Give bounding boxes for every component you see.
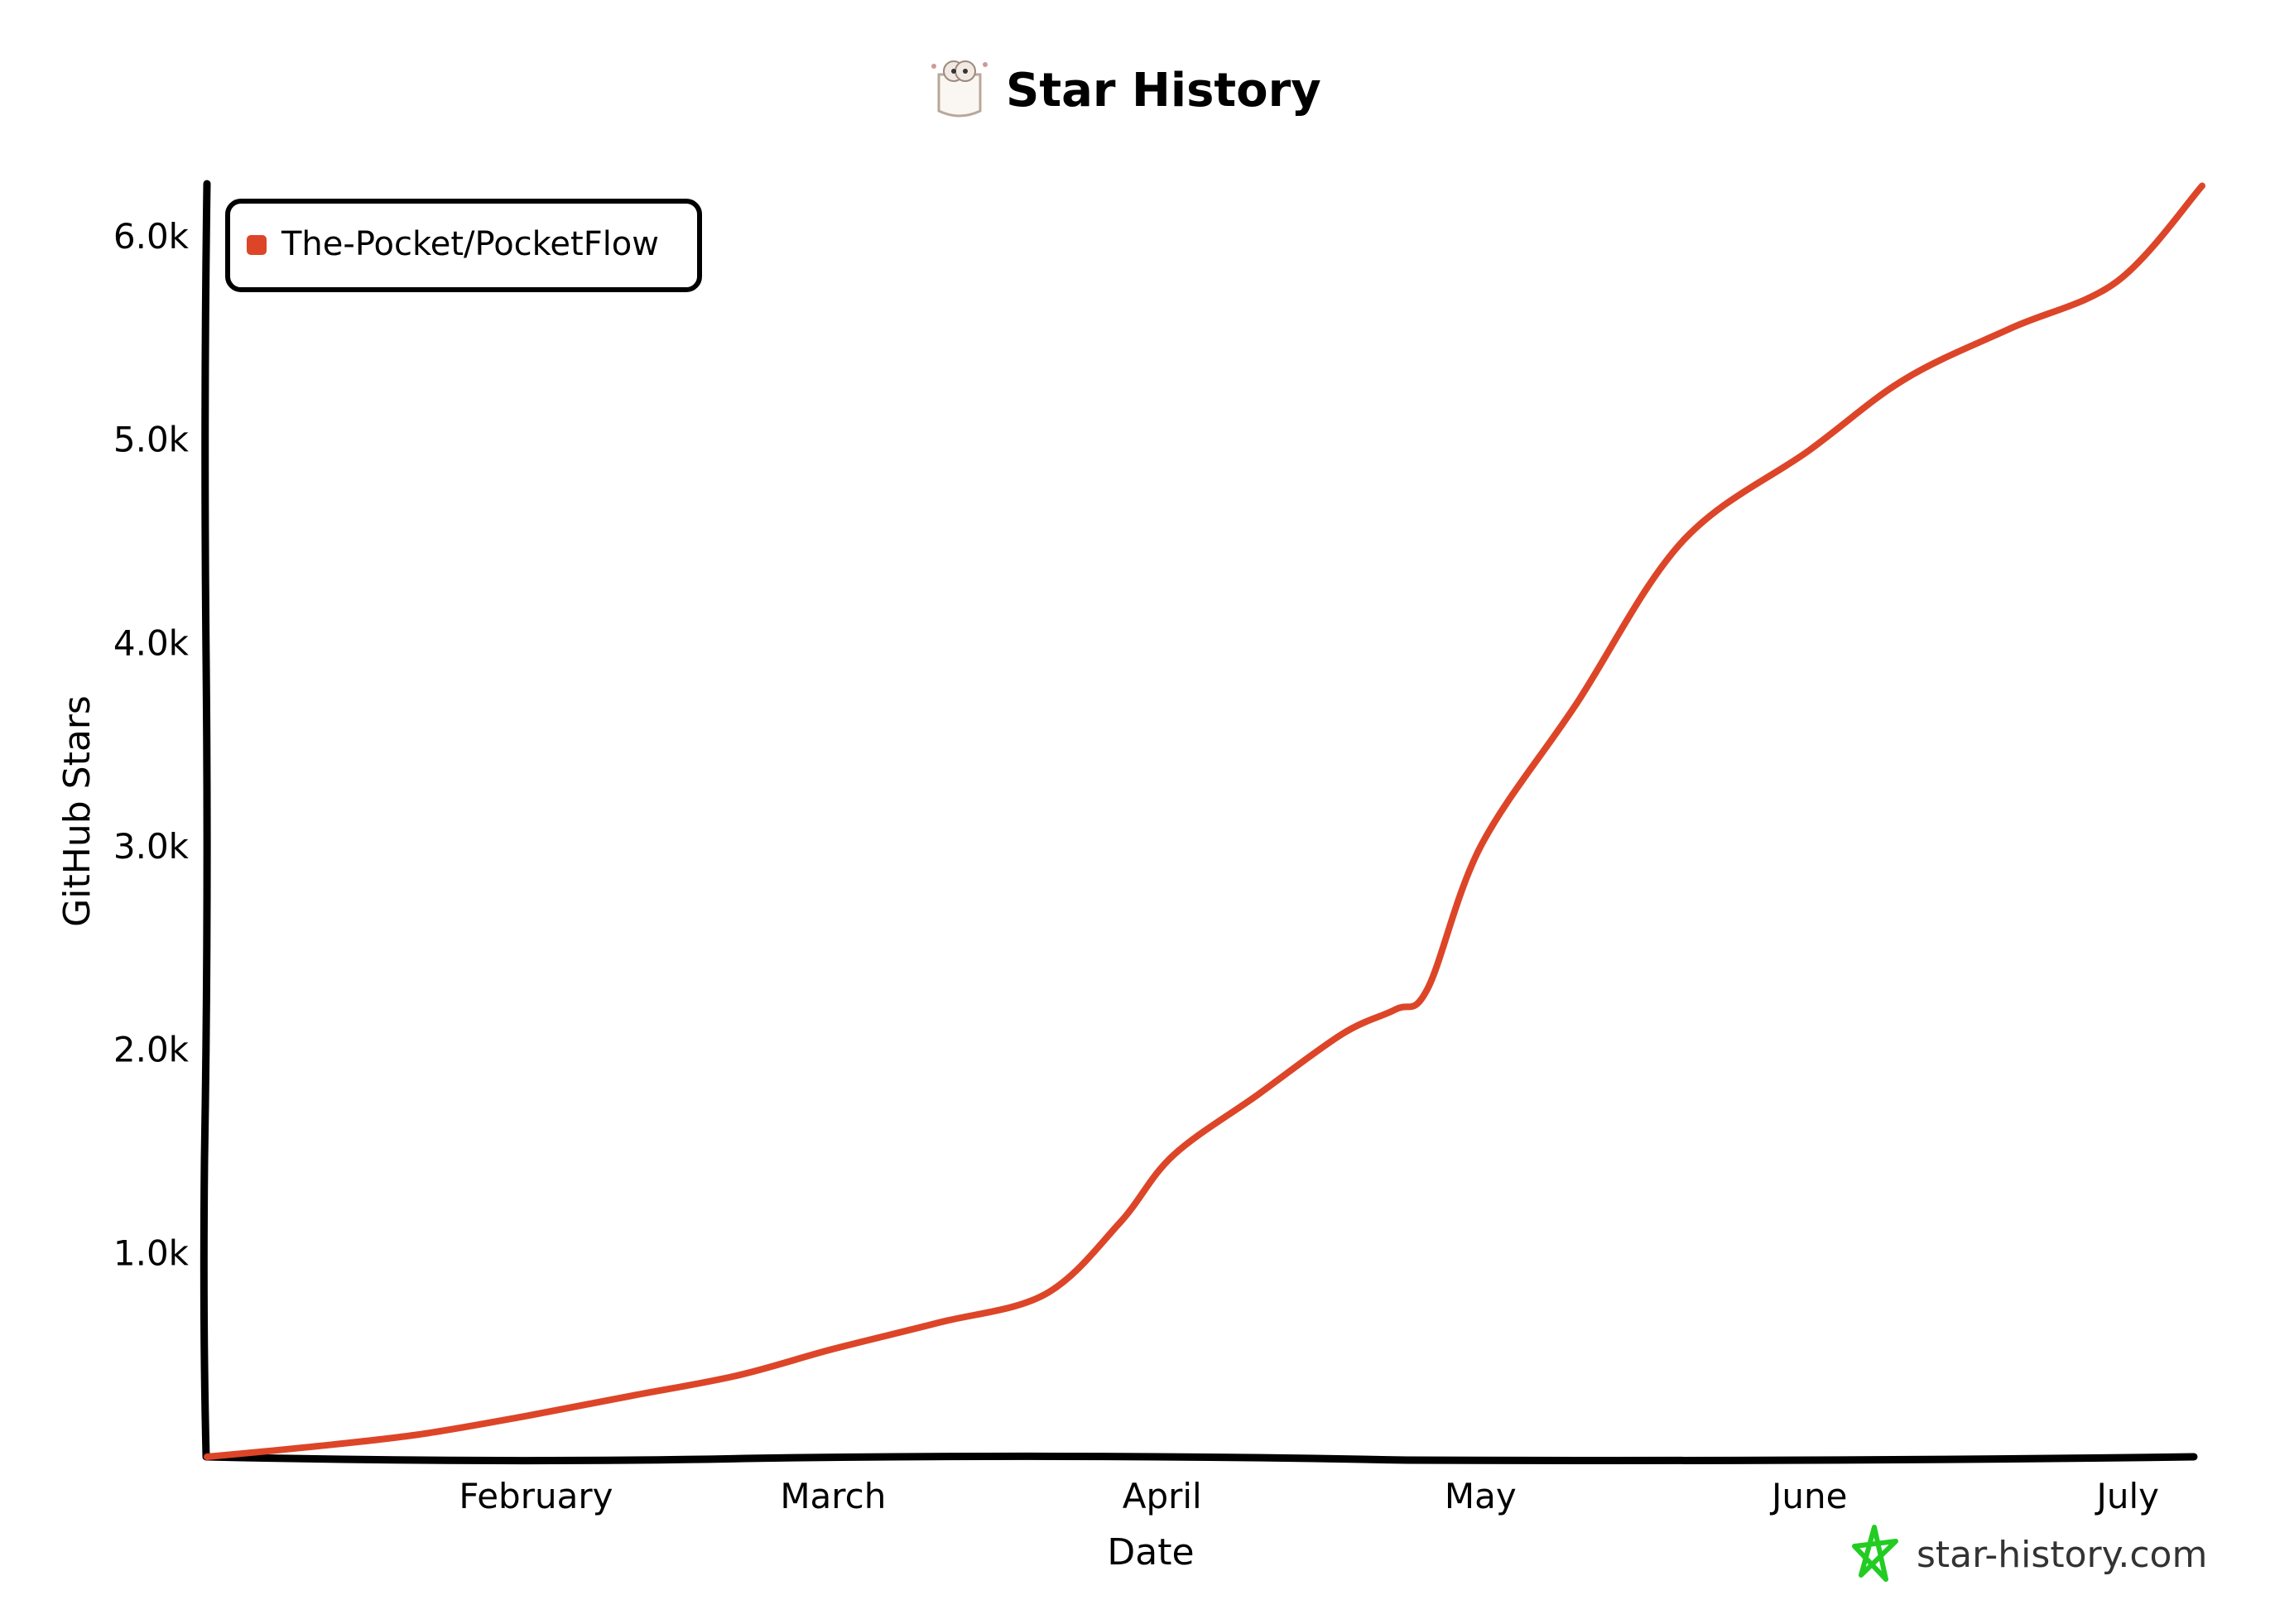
x-axis-label: Date [1107,1531,1194,1574]
pocket-logo-icon [931,60,988,118]
legend-swatch [247,235,267,255]
legend-box [225,199,702,292]
x-tick-label: February [459,1476,613,1516]
y-tick-label: 1.0k [113,1232,190,1273]
y-tick-label: 3.0k [113,826,190,867]
x-tick-label: July [2095,1476,2160,1516]
star-icon [1852,1525,1898,1582]
x-tick-label: May [1445,1476,1517,1516]
series-group [204,182,2205,1460]
watermark: star-history.com [1852,1525,2207,1582]
y-axis-line [200,180,211,1461]
y-tick-label: 2.0k [113,1030,190,1070]
series-line [204,182,2205,1460]
y-tick-label: 5.0k [113,420,190,460]
y-tick-labels: 1.0k 2.0k 3.0k 4.0k 5.0k 6.0k [113,216,190,1273]
x-tick-labels: February March April May June July [459,1476,2159,1516]
chart-title: Star History [1006,64,1321,118]
watermark-text: star-history.com [1917,1534,2207,1576]
legend-series-label: The-Pocket/PocketFlow [281,225,659,263]
x-tick-label: March [780,1476,886,1516]
x-tick-label: April [1123,1476,1202,1516]
x-axis-line [203,1452,2198,1465]
legend: The-Pocket/PocketFlow [225,199,702,292]
chart-title-group: Star History [931,60,1321,118]
y-axis-label: GitHub Stars [56,695,99,927]
x-tick-label: June [1769,1476,1847,1516]
y-tick-label: 6.0k [113,216,190,257]
y-tick-label: 4.0k [113,622,190,663]
